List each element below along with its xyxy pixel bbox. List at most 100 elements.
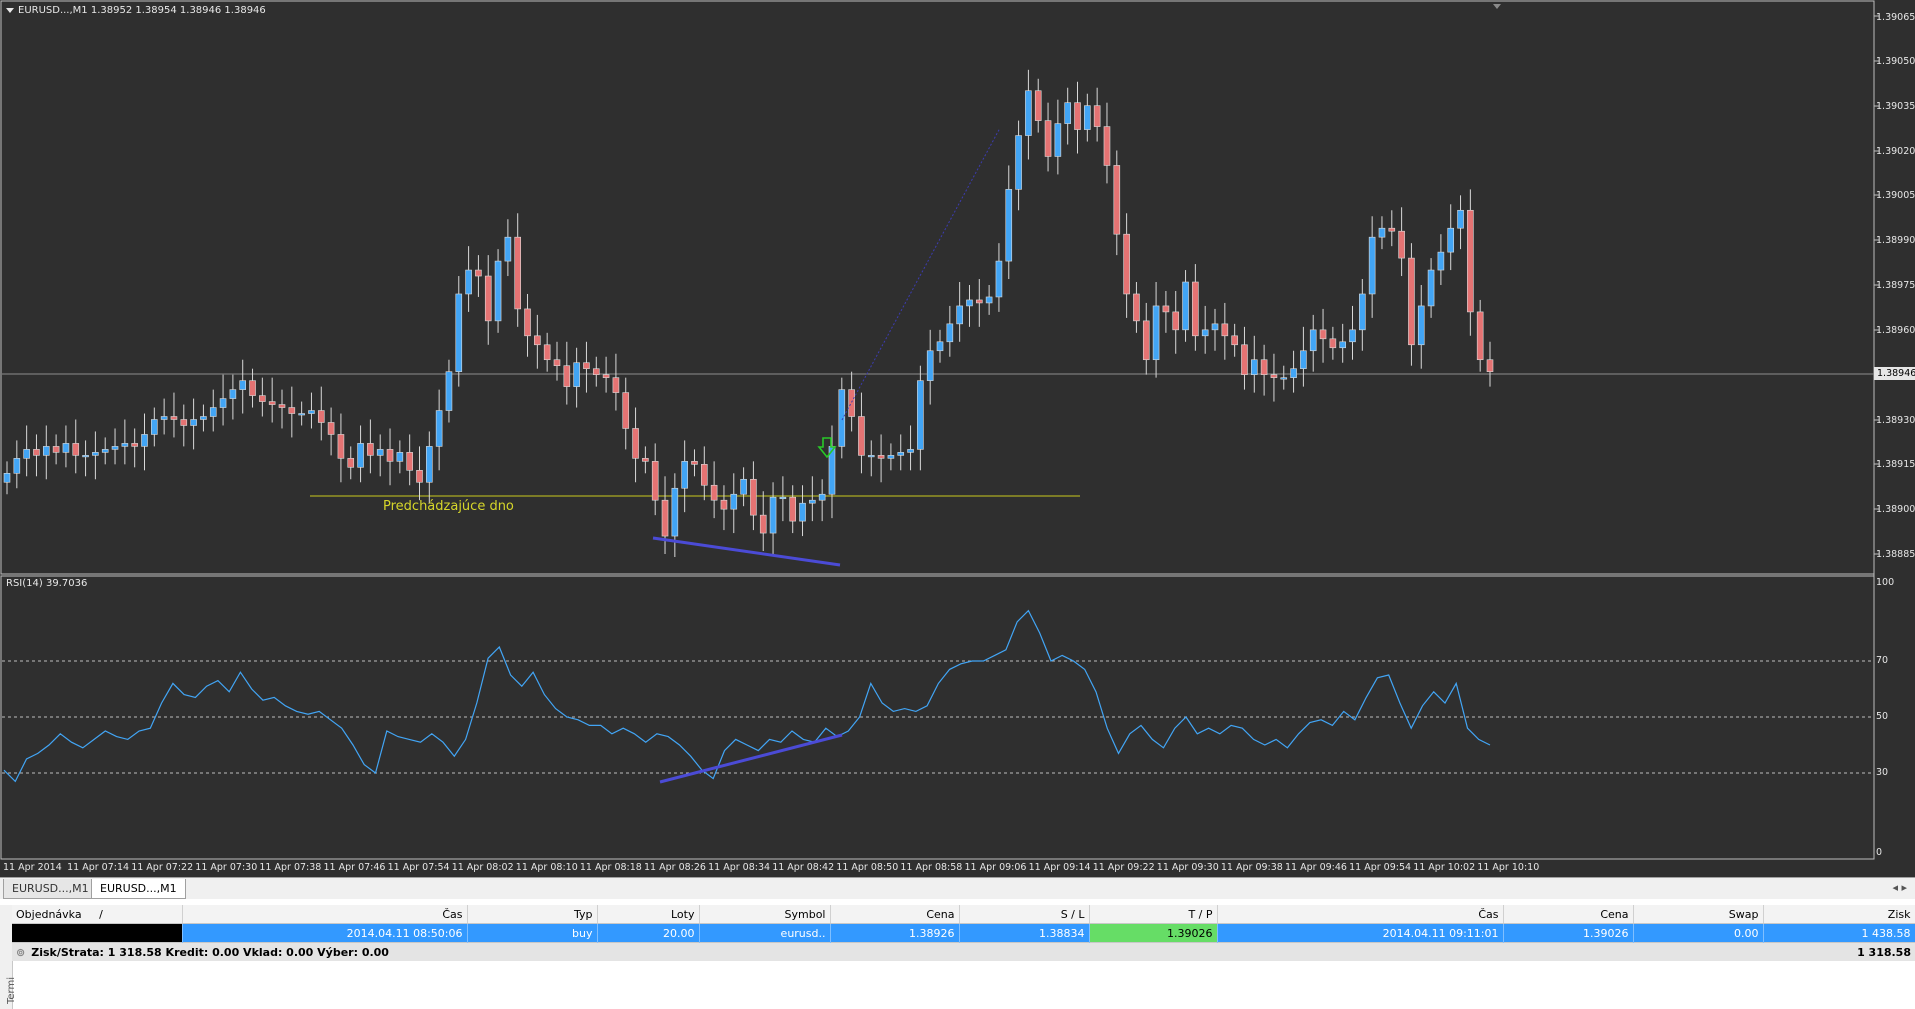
candle-body	[553, 359, 561, 367]
candle-body	[642, 458, 649, 462]
candle-body	[867, 455, 875, 458]
column-header-profit[interactable]: Zisk	[1763, 905, 1915, 924]
candle-body	[1260, 359, 1268, 375]
candle-body	[190, 419, 197, 426]
time-label: 11 Apr 08:26	[644, 862, 706, 873]
candle-body	[1113, 165, 1121, 235]
candle-body	[1437, 251, 1445, 271]
candle-body	[131, 443, 138, 447]
chart-window[interactable]: EURUSD...,M1 1.38952 1.38954 1.38946 1.3…	[0, 0, 1915, 877]
rsi-level-label: 30	[1876, 767, 1889, 778]
candle-body	[426, 446, 433, 483]
order-tp: 1.39026	[1089, 923, 1218, 943]
candle-body	[386, 449, 394, 462]
candle-body	[514, 236, 522, 310]
candle-body	[887, 455, 895, 459]
time-label: 11 Apr 08:50	[836, 862, 899, 873]
candle-body	[985, 296, 993, 304]
candle-body	[229, 389, 237, 399]
candle-body	[121, 443, 129, 447]
time-label: 11 Apr 09:06	[964, 862, 1027, 873]
candle-body	[337, 434, 345, 459]
column-header-close-time[interactable]: Čas	[1217, 905, 1504, 924]
candle-body	[1300, 350, 1307, 369]
candle-body	[239, 380, 247, 390]
price-trend-line	[652, 536, 841, 567]
candle-body	[475, 269, 482, 277]
orders-table: Objednávka / Čas Typ Loty Symbol Cena S …	[12, 905, 1915, 961]
price-label: 1.38885	[1876, 549, 1915, 560]
candle-body	[681, 461, 688, 489]
time-label: 11 Apr 07:22	[131, 862, 194, 873]
candle-body	[1447, 227, 1455, 253]
column-header-time[interactable]: Čas	[182, 905, 468, 924]
candle-body	[151, 419, 158, 435]
time-label: 11 Apr 09:22	[1092, 862, 1155, 873]
chart-symbol-title: EURUSD...,M1 1.38952 1.38954 1.38946 1.3…	[6, 5, 266, 16]
candle-body	[740, 478, 747, 495]
price-label: 1.38975	[1876, 280, 1915, 291]
candle-body	[101, 449, 109, 453]
candle-body	[317, 410, 325, 423]
candle-body	[180, 419, 188, 426]
candle-body	[651, 461, 659, 501]
price-label: 1.39005	[1876, 190, 1915, 201]
candle-body	[1005, 189, 1013, 262]
candle-body	[1270, 374, 1278, 378]
candle-body	[484, 275, 492, 322]
candle-body	[42, 446, 50, 456]
candle-body	[1368, 236, 1376, 295]
tab-eurusd-m1-first[interactable]: EURUSD...,M1	[3, 879, 98, 899]
candle-body	[268, 401, 276, 405]
candle-body	[1182, 281, 1189, 331]
candle-body	[1201, 329, 1209, 337]
rsi-trend-line	[659, 733, 843, 784]
candle-body	[1388, 227, 1396, 232]
price-label: 1.39020	[1876, 146, 1915, 157]
rsi-level-label: 50	[1876, 711, 1889, 722]
candle-body	[779, 496, 787, 500]
time-label: 11 Apr 09:46	[1285, 862, 1347, 873]
price-chart[interactable]	[0, 0, 1915, 877]
price-label: 1.38990	[1876, 235, 1915, 246]
candle-body	[278, 404, 286, 408]
price-label: 1.39065	[1876, 12, 1915, 23]
time-label: 11 Apr 2014	[3, 862, 62, 873]
candle-body	[1476, 311, 1484, 361]
candle-body	[1142, 320, 1150, 361]
candle-body	[602, 374, 610, 378]
column-header-tp[interactable]: T / P	[1089, 905, 1218, 924]
table-row[interactable]: 2014.04.11 08:50:06 buy 20.00 eurusd.. 1…	[12, 923, 1915, 943]
tab-eurusd-m1-second[interactable]: EURUSD...,M1	[91, 879, 186, 899]
candle-body	[1467, 209, 1474, 313]
candle-body	[72, 443, 80, 456]
candle-body	[1074, 102, 1081, 130]
price-label: 1.39035	[1876, 101, 1915, 112]
candle-body	[897, 452, 905, 456]
tab-scroll-arrows[interactable]: ◂ ▸	[1892, 881, 1907, 894]
candle-body	[750, 478, 757, 516]
dropdown-triangle-icon[interactable]	[6, 7, 14, 13]
column-header-symbol[interactable]: Symbol	[699, 905, 831, 924]
time-label: 11 Apr 08:18	[579, 862, 642, 873]
candle-body	[1329, 338, 1337, 349]
candle-body	[357, 443, 364, 468]
candle-body	[308, 410, 315, 414]
column-header-sl[interactable]: S / L	[959, 905, 1090, 924]
column-header-order[interactable]: Objednávka /	[12, 905, 183, 924]
column-header-close-price[interactable]: Cena	[1503, 905, 1634, 924]
column-header-type[interactable]: Typ	[467, 905, 598, 924]
price-label: 1.38930	[1876, 415, 1915, 426]
candle-body	[1417, 305, 1425, 346]
candle-body	[1133, 293, 1140, 322]
column-header-price[interactable]: Cena	[830, 905, 960, 924]
column-header-lots[interactable]: Loty	[597, 905, 700, 924]
sort-indicator-icon: /	[99, 907, 103, 921]
candle-body	[376, 449, 384, 456]
candle-body	[789, 496, 796, 522]
candle-body	[1349, 329, 1356, 343]
candle-body	[82, 455, 89, 458]
candle-body	[907, 449, 914, 453]
column-header-swap[interactable]: Swap	[1633, 905, 1764, 924]
rsi-line	[3, 609, 1491, 783]
